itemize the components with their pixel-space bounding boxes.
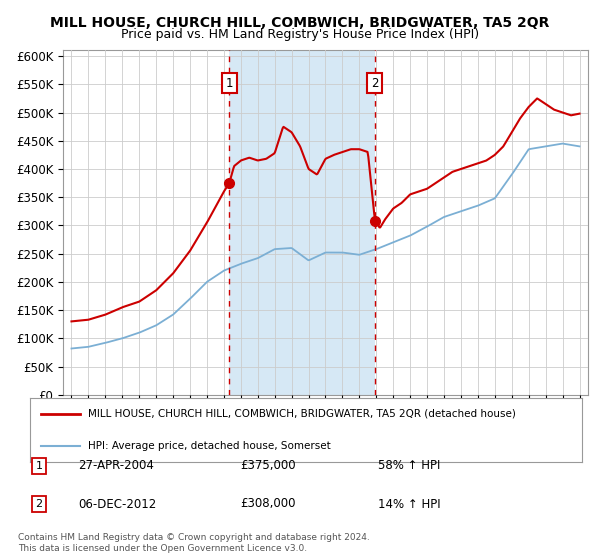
Text: MILL HOUSE, CHURCH HILL, COMBWICH, BRIDGWATER, TA5 2QR: MILL HOUSE, CHURCH HILL, COMBWICH, BRIDG… xyxy=(50,16,550,30)
Text: 2: 2 xyxy=(35,499,43,509)
Text: 2: 2 xyxy=(371,77,379,90)
Text: HPI: Average price, detached house, Somerset: HPI: Average price, detached house, Some… xyxy=(88,441,331,451)
Text: 27-APR-2004: 27-APR-2004 xyxy=(78,459,154,473)
Text: 14% ↑ HPI: 14% ↑ HPI xyxy=(378,497,440,511)
Text: MILL HOUSE, CHURCH HILL, COMBWICH, BRIDGWATER, TA5 2QR (detached house): MILL HOUSE, CHURCH HILL, COMBWICH, BRIDG… xyxy=(88,409,516,419)
Text: 58% ↑ HPI: 58% ↑ HPI xyxy=(378,459,440,473)
Text: Contains HM Land Registry data © Crown copyright and database right 2024.
This d: Contains HM Land Registry data © Crown c… xyxy=(18,533,370,553)
Text: £375,000: £375,000 xyxy=(240,459,296,473)
Text: Price paid vs. HM Land Registry's House Price Index (HPI): Price paid vs. HM Land Registry's House … xyxy=(121,28,479,41)
Text: £308,000: £308,000 xyxy=(240,497,296,511)
Bar xyxy=(229,50,375,395)
Text: 1: 1 xyxy=(226,77,233,90)
Text: 06-DEC-2012: 06-DEC-2012 xyxy=(78,497,156,511)
Text: 1: 1 xyxy=(35,461,43,471)
